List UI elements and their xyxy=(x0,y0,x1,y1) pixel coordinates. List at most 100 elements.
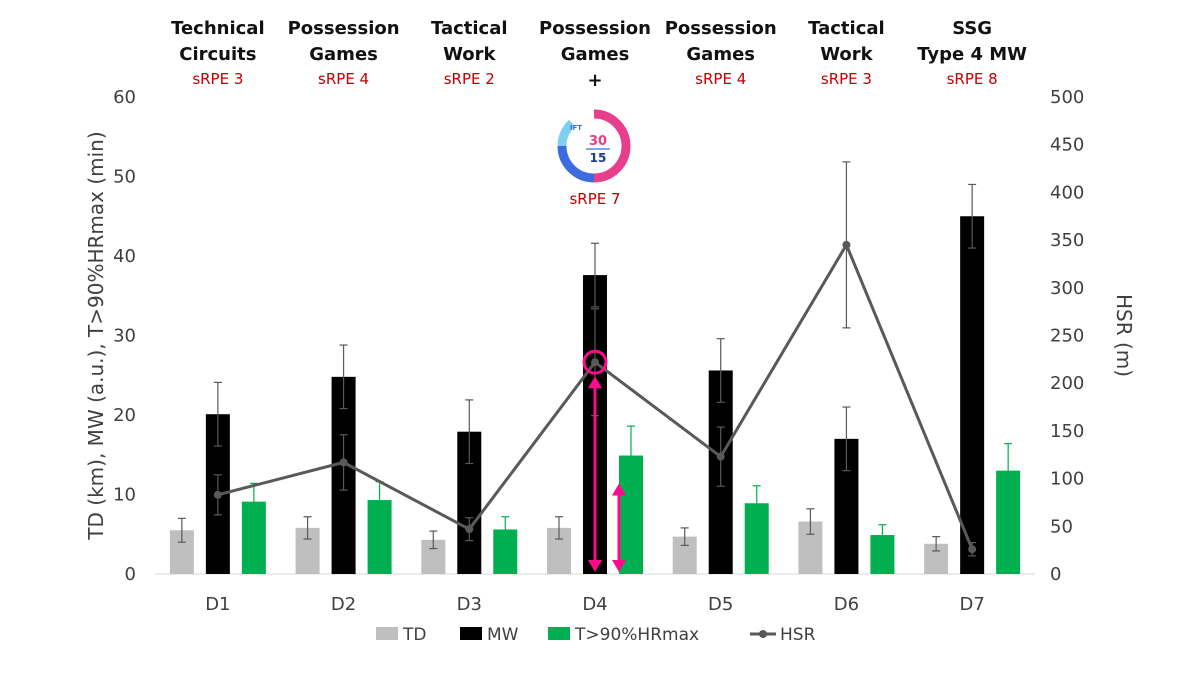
y-left-tick-label: 30 xyxy=(113,326,136,347)
session-title-line: Circuits xyxy=(179,44,256,65)
legend-swatch-marker xyxy=(759,630,767,638)
point-HSR-D7 xyxy=(968,545,977,554)
legend-label: T>90%HRmax xyxy=(574,625,699,645)
session-title-line: Possession xyxy=(288,18,400,39)
legend-label: MW xyxy=(487,625,519,645)
arrow-head-up xyxy=(612,483,626,496)
srpe-label-D3: sRPE 2 xyxy=(444,70,495,88)
error-bar-T>90%HRmax-D6 xyxy=(878,524,887,546)
point-HSR-D4 xyxy=(591,358,599,367)
session-title-line: Games xyxy=(561,44,630,65)
error-bar-MW-D5 xyxy=(716,338,725,403)
session-title-line: Technical xyxy=(171,18,265,39)
error-bar-TD-D1 xyxy=(177,517,186,543)
srpe-label-D2: sRPE 4 xyxy=(318,70,369,88)
y-right-tick-label: 350 xyxy=(1050,230,1084,251)
logo-text-ift: IFT xyxy=(570,124,582,132)
session-title-line: Type 4 MW xyxy=(917,44,1027,65)
y-right-tick-label: 50 xyxy=(1050,516,1073,537)
arrow-head-up xyxy=(588,376,602,389)
legend-item-HSR: HSR xyxy=(750,625,816,645)
error-bar-MW-D4 xyxy=(591,242,599,308)
x-tick-label-D3: D3 xyxy=(457,594,482,615)
point-HSR-D3 xyxy=(465,525,474,534)
srpe-label-D1: sRPE 3 xyxy=(192,70,243,88)
legend-label: HSR xyxy=(780,625,816,645)
legend-item-TD: TD xyxy=(376,625,426,645)
error-bar-MW-D6 xyxy=(842,406,851,472)
y-left-tick-label: 60 xyxy=(113,87,136,108)
error-bar-TD-D3 xyxy=(429,530,438,550)
session-title-line: Tactical xyxy=(431,18,508,39)
y-right-axis-label: HSR (m) xyxy=(1112,294,1136,377)
error-bar-TD-D7 xyxy=(932,536,941,552)
y-left-tick-label: 0 xyxy=(125,564,136,585)
x-tick-label-D2: D2 xyxy=(331,594,356,615)
srpe-label-D4: sRPE 7 xyxy=(569,190,620,208)
session-title-line: Tactical xyxy=(808,18,885,39)
y-right-tick-label: 200 xyxy=(1050,373,1084,394)
logo-text-15: 15 xyxy=(590,151,607,165)
session-title-line: Possession xyxy=(665,18,777,39)
y-left-tick-label: 10 xyxy=(113,485,136,506)
session-title-line: + xyxy=(587,70,602,91)
error-bar-T>90%HRmax-D7 xyxy=(1004,443,1013,499)
x-tick-label-D7: D7 xyxy=(959,594,984,615)
x-tick-label-D1: D1 xyxy=(205,594,230,615)
x-tick-label-D4: D4 xyxy=(582,594,607,615)
error-bar-MW-D1 xyxy=(213,381,222,447)
srpe-label-D7: sRPE 8 xyxy=(947,70,998,88)
logo-arc-blue xyxy=(557,145,595,183)
error-bar-MW-D3 xyxy=(465,399,474,465)
arrow-head-down xyxy=(612,560,626,572)
legend-swatch xyxy=(460,627,482,640)
annotation-circle xyxy=(582,349,608,375)
logo-arc-pink xyxy=(593,109,631,183)
srpe-label-D6: sRPE 3 xyxy=(821,70,872,88)
point-HSR-D6 xyxy=(842,240,851,249)
y-right-tick-label: 450 xyxy=(1050,135,1084,156)
ift-logo: IFT 30 15 xyxy=(557,109,631,183)
legend-item-T>90%HRmax: T>90%HRmax xyxy=(548,625,699,645)
y-right-tick-label: 100 xyxy=(1050,469,1084,490)
point-HSR-D2 xyxy=(339,458,348,467)
y-left-axis-label: TD (km), MW (a.u.), T>90%HRmax (min) xyxy=(84,131,108,540)
annotation-arrow-t90 xyxy=(612,483,626,572)
point-HSR-D1 xyxy=(213,490,222,499)
error-bar-T>90%HRmax-D4 xyxy=(627,425,635,486)
legend-swatch xyxy=(548,627,570,640)
session-title-line: Games xyxy=(309,44,378,65)
logo-arc-cyan xyxy=(557,119,576,147)
y-right-tick-label: 400 xyxy=(1050,182,1084,203)
y-right-tick-label: 500 xyxy=(1050,87,1084,108)
session-title-line: Work xyxy=(820,44,873,65)
y-left-tick-label: 50 xyxy=(113,167,136,188)
legend-item-MW: MW xyxy=(460,625,519,645)
session-title-line: Work xyxy=(443,44,496,65)
y-left-tick-label: 20 xyxy=(113,405,136,426)
x-tick-label-D5: D5 xyxy=(708,594,733,615)
error-bar-TD-D5 xyxy=(680,527,689,546)
error-bar-MW-D7 xyxy=(968,183,977,249)
error-bar-T>90%HRmax-D5 xyxy=(752,485,761,522)
arrow-head-down xyxy=(588,560,602,572)
y-right-tick-label: 150 xyxy=(1050,421,1084,442)
session-title-line: Possession xyxy=(539,18,651,39)
srpe-label-D5: sRPE 4 xyxy=(695,70,746,88)
session-title-line: Games xyxy=(686,44,755,65)
annotation-arrow-hsr xyxy=(588,376,602,572)
legend-swatch xyxy=(376,627,398,640)
y-right-tick-label: 0 xyxy=(1050,564,1061,585)
legend-label: TD xyxy=(402,625,426,645)
session-title-line: SSG xyxy=(952,18,992,39)
y-left-tick-label: 40 xyxy=(113,246,136,267)
logo-text-30: 30 xyxy=(589,134,607,149)
x-tick-label-D6: D6 xyxy=(834,594,859,615)
error-bar-T>90%HRmax-D3 xyxy=(501,516,510,543)
y-right-tick-label: 250 xyxy=(1050,326,1084,347)
error-bar-TD-D2 xyxy=(303,516,312,540)
bar-MW-D7 xyxy=(960,216,985,574)
error-bar-TD-D4 xyxy=(555,516,563,540)
error-bar-TD-D6 xyxy=(806,508,815,535)
